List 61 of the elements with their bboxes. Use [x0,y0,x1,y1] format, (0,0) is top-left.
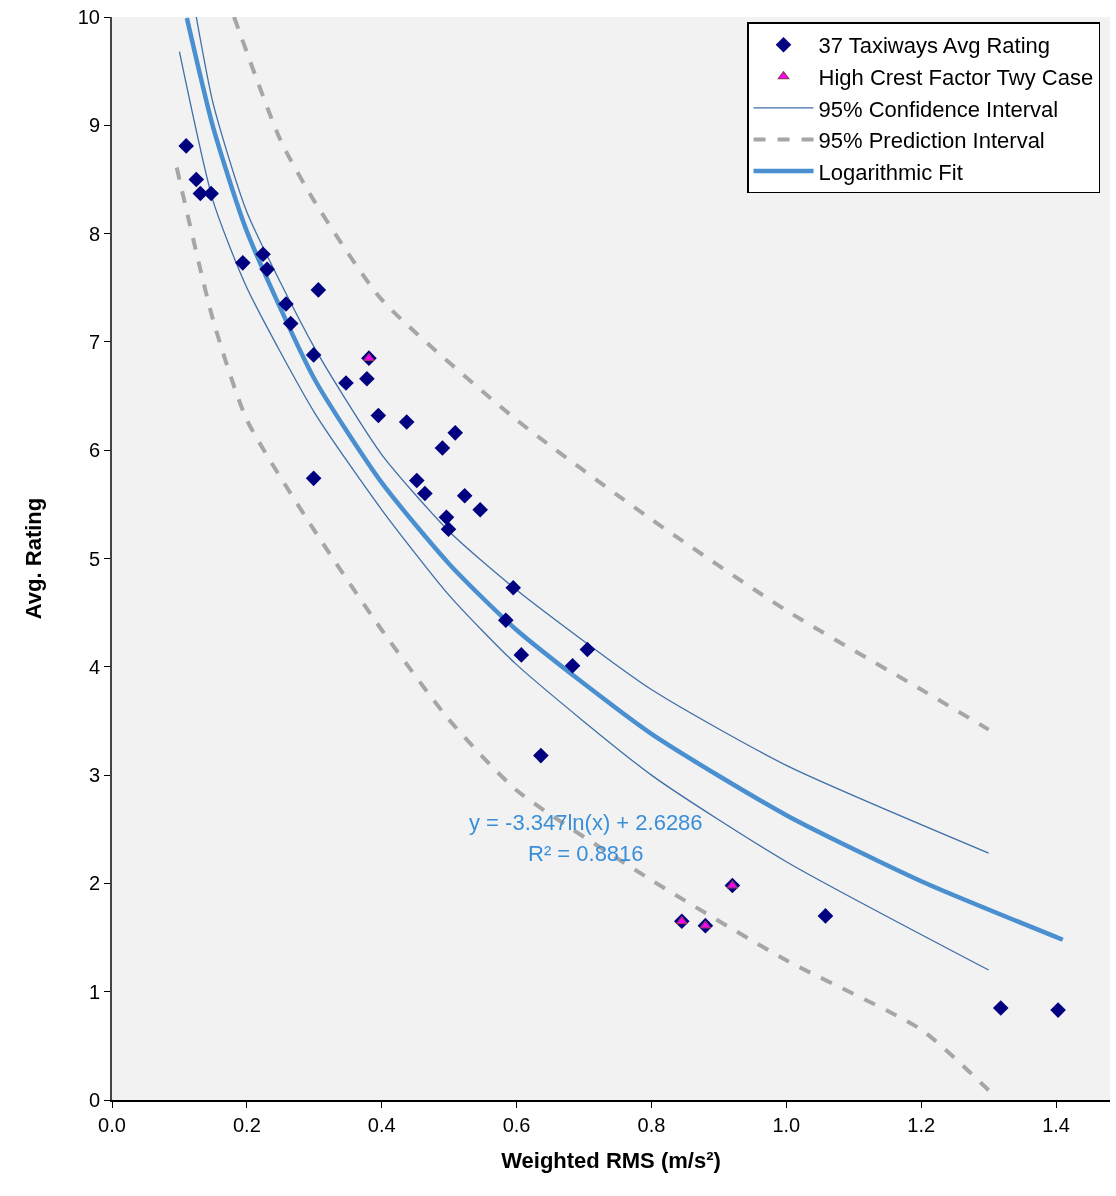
point [305,347,322,363]
point [255,246,271,262]
point [178,138,194,154]
legend-label: 95% Prediction Interval [818,128,1045,154]
point [498,612,514,629]
x-tick-label: 0.6 [502,1114,531,1136]
point [305,470,322,487]
line-series [174,165,991,1093]
y-tick-label: 2 [88,872,100,895]
point [188,171,205,188]
point [992,1000,1009,1016]
y-tick-label: 7 [88,330,100,353]
point [533,747,549,764]
y-tick-label: 9 [88,114,100,137]
annotation: R² = 0.8816 [528,841,644,866]
y-tick-label: 0 [88,1089,100,1111]
point [817,908,834,924]
legend-label: High Crest Factor Twy Case [818,64,1094,90]
x-tick-label: 1.4 [1042,1114,1070,1136]
legend-label: 95% Confidence Interval [818,96,1059,122]
y-tick-label: 1 [88,980,100,1003]
point [370,407,387,424]
point [505,579,522,596]
point [434,440,451,456]
x-tick-label: 0.4 [367,1114,396,1136]
point [398,414,415,430]
legend-label: 37 Taxiways Avg Rating [818,33,1051,59]
y-tick-label: 10 [77,6,100,28]
x-tick-label: 0.0 [98,1114,126,1136]
point [456,487,473,504]
point [440,521,457,538]
y-tick-label: 5 [88,547,100,570]
point [447,425,464,441]
x-tick-label: 0.2 [232,1114,261,1136]
point [676,916,688,925]
point [359,370,375,387]
point [579,641,596,658]
point [513,647,530,663]
y-tick-label: 6 [88,439,100,462]
point [310,282,327,298]
point [338,375,354,391]
x-tick-label: 0.8 [637,1114,666,1136]
x-tick-label: 1.0 [772,1114,801,1136]
point [417,485,433,502]
x-tick-label: 1.2 [907,1114,936,1136]
x-axis-title: Weighted RMS (m/s²) [501,1148,721,1174]
y-tick-label: 8 [88,222,100,245]
point [408,472,425,489]
y-axis-title: Avg. Rating [21,497,47,620]
point [564,657,581,674]
point [472,501,488,518]
y-tick-label: 4 [88,655,100,678]
annotation: y = -3.347ln(x) + 2.6286 [469,810,703,835]
point [282,315,299,332]
point [235,255,251,271]
point [203,185,219,202]
point [278,296,294,312]
point [1050,1002,1066,1018]
y-tick-label: 3 [88,764,100,787]
legend-label: Logarithmic Fit [818,159,963,185]
point [259,261,275,278]
